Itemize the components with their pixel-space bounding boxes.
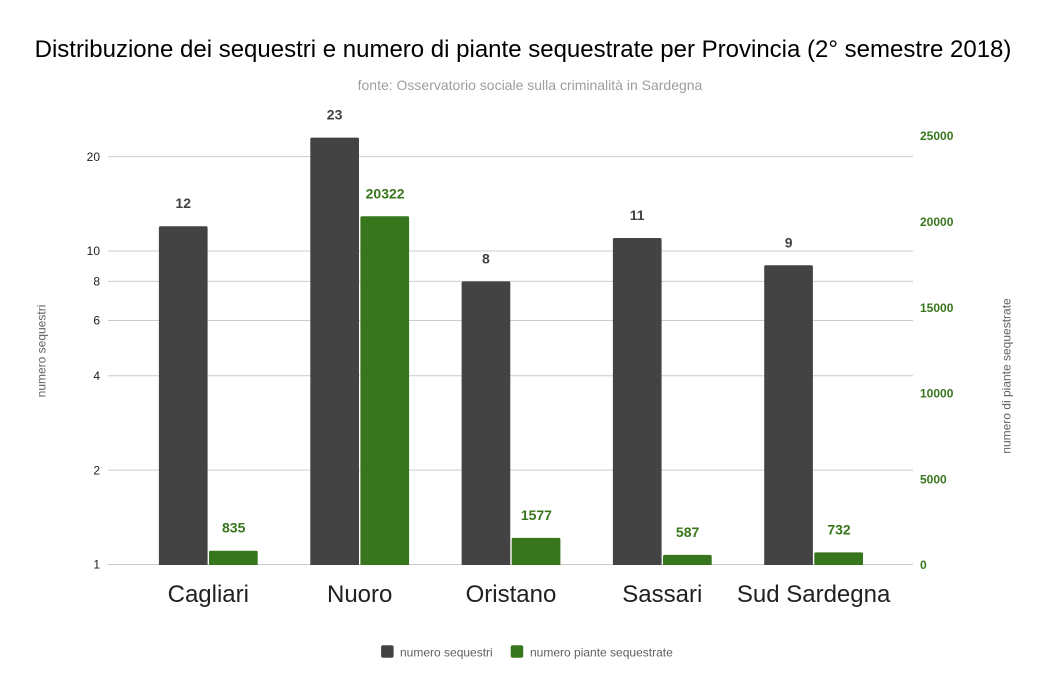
svg-text:11: 11 [630, 207, 645, 223]
svg-text:9: 9 [785, 234, 793, 250]
svg-text:2: 2 [93, 463, 100, 477]
svg-text:12: 12 [175, 195, 191, 211]
svg-text:10: 10 [87, 244, 101, 258]
svg-text:8: 8 [482, 250, 490, 266]
svg-text:8: 8 [93, 275, 100, 289]
svg-text:numero piante sequestrate: numero piante sequestrate [530, 646, 673, 660]
svg-text:6: 6 [93, 314, 100, 328]
svg-text:fonte: Osservatorio sociale su: fonte: Osservatorio sociale sulla crimin… [358, 77, 703, 93]
svg-text:numero sequestri: numero sequestri [400, 646, 493, 660]
svg-text:20322: 20322 [366, 185, 405, 201]
svg-text:Sassari: Sassari [622, 581, 702, 608]
svg-text:20000: 20000 [920, 215, 954, 229]
svg-text:5000: 5000 [920, 472, 947, 486]
svg-text:1577: 1577 [521, 507, 552, 523]
svg-text:Nuoro: Nuoro [327, 581, 392, 608]
svg-text:20: 20 [87, 150, 101, 164]
svg-text:835: 835 [222, 520, 246, 536]
svg-text:23: 23 [327, 107, 343, 123]
svg-text:Sud Sardegna: Sud Sardegna [737, 581, 891, 608]
svg-text:15000: 15000 [920, 301, 954, 315]
svg-text:Cagliari: Cagliari [168, 581, 249, 608]
svg-text:732: 732 [827, 521, 851, 537]
svg-text:25000: 25000 [920, 129, 954, 143]
svg-text:4: 4 [93, 369, 100, 383]
svg-text:numero di piante sequestrate: numero di piante sequestrate [1000, 298, 1014, 454]
svg-text:1: 1 [93, 558, 100, 572]
svg-text:numero sequestri: numero sequestri [35, 305, 49, 398]
svg-text:Distribuzione dei sequestri e: Distribuzione dei sequestri e numero di … [35, 36, 1012, 63]
svg-text:10000: 10000 [920, 387, 954, 401]
svg-text:587: 587 [676, 524, 700, 540]
svg-text:0: 0 [920, 558, 927, 572]
svg-text:Oristano: Oristano [466, 581, 557, 608]
